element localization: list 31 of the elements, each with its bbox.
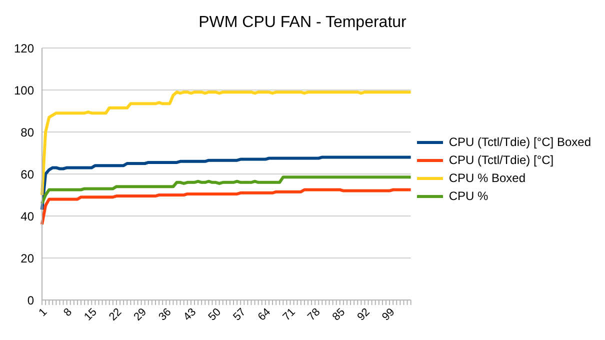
legend-label: CPU %	[448, 188, 488, 205]
x-tick-label: 8	[62, 306, 74, 319]
x-tick-label: 22	[106, 306, 124, 324]
x-tick-label: 57	[231, 306, 248, 324]
legend-label: CPU (Tctl/Tdie) [°C]	[448, 152, 554, 169]
x-tick-label: 78	[306, 306, 323, 324]
x-tick-label: 92	[355, 306, 372, 324]
x-tick-label: 85	[330, 306, 348, 324]
x-tick-label: 15	[82, 306, 100, 324]
y-tick-label: 60	[20, 167, 34, 182]
chart-title: PWM CPU FAN - Temperatur	[198, 14, 408, 32]
line-series	[40, 176, 412, 205]
x-tick-label: 64	[256, 306, 274, 324]
x-tick-label: 36	[156, 306, 174, 324]
x-tick-label: 71	[280, 306, 298, 324]
x-tick-label: 29	[132, 306, 149, 324]
y-tick-label: 20	[20, 251, 34, 266]
x-tick-label: 50	[206, 306, 224, 324]
x-tick-label: 43	[181, 306, 199, 324]
legend-label: CPU (Tctl/Tdie) [°C] Boxed	[448, 134, 591, 151]
line-series	[40, 90, 412, 196]
line-series	[40, 188, 412, 226]
y-tick-label: 40	[20, 209, 34, 224]
y-tick-label: 80	[20, 125, 34, 140]
y-tick-label: 0	[27, 293, 34, 308]
x-tick-label: 99	[380, 306, 398, 324]
line-series	[40, 156, 412, 212]
y-tick-label: 100	[14, 83, 34, 98]
y-tick-label: 120	[14, 41, 34, 56]
legend-label: CPU % Boxed	[448, 170, 526, 187]
x-tick-label: 1	[36, 306, 50, 319]
